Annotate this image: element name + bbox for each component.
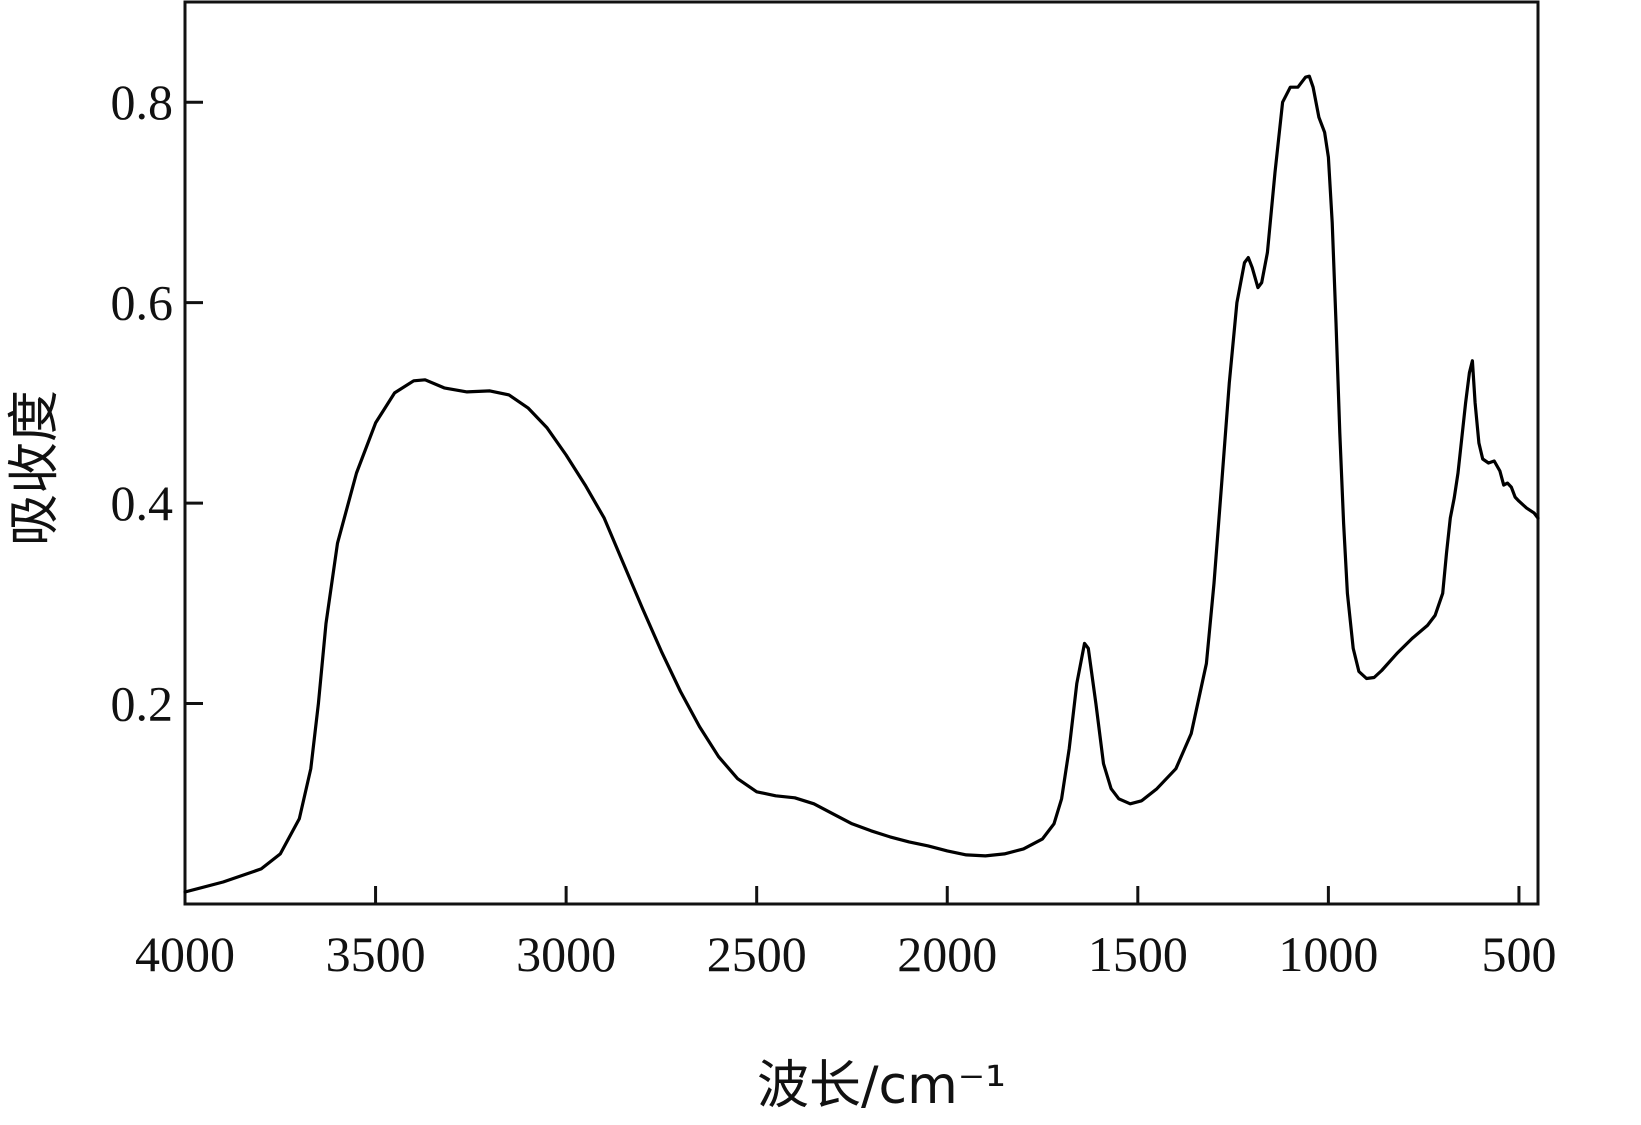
x-axis-ticks: 4000 3500 3000 2500 2000 1500 1000 500 xyxy=(135,886,1556,982)
absorbance-series-line xyxy=(183,74,1540,894)
y-tick-label: 0.8 xyxy=(111,74,174,130)
x-axis-title: 波长/cm⁻¹ xyxy=(757,1056,1006,1116)
x-tick-label: 4000 xyxy=(135,926,235,982)
x-tick-label: 1000 xyxy=(1278,926,1378,982)
x-tick-label: 3500 xyxy=(326,926,426,982)
y-tick-label: 0.4 xyxy=(111,475,174,531)
x-tick-label: 500 xyxy=(1481,926,1556,982)
x-tick-label: 3000 xyxy=(516,926,616,982)
y-tick-label: 0.6 xyxy=(111,275,174,331)
y-axis-title: 吸收度 xyxy=(5,390,65,546)
y-tick-label: 0.2 xyxy=(111,676,174,732)
x-tick-label: 2500 xyxy=(707,926,807,982)
x-tick-label: 1500 xyxy=(1088,926,1188,982)
y-axis-ticks: 0.2 0.4 0.6 0.8 xyxy=(111,74,203,732)
plot-frame xyxy=(183,0,1540,906)
x-tick-label: 2000 xyxy=(897,926,997,982)
